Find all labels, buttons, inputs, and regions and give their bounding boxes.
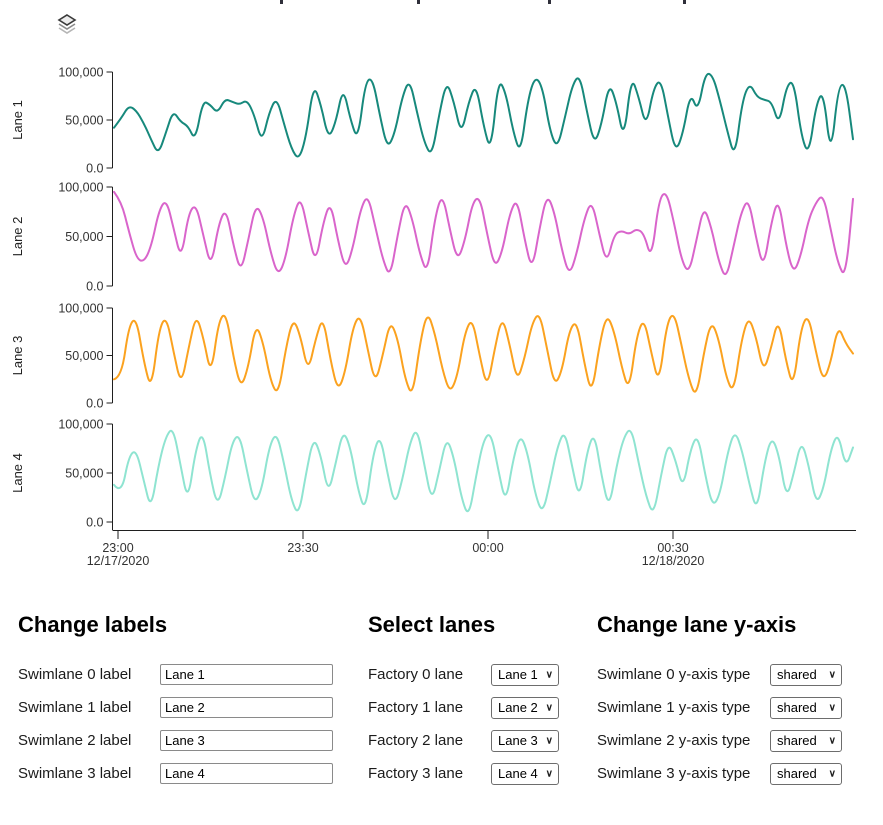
layers-icon[interactable] <box>54 11 80 38</box>
x-tick-time-label: 23:30 <box>287 541 318 555</box>
swimlane-3-label-input[interactable] <box>160 763 333 784</box>
lane-3-label: Lane 4 <box>10 453 25 493</box>
cutoff-artifact <box>548 0 551 4</box>
swimlane-1-yaxis-row: Swimlane 1 y-axis type shared ∨ <box>597 696 842 719</box>
swimlane-0-label-input[interactable] <box>160 664 333 685</box>
lane-1-series <box>113 190 854 276</box>
swimlane-chart: 100,000 50,000 0.0 Lane 1 100,000 50,000 0.0 La… <box>10 65 856 568</box>
swimlane-2-label-text: Swimlane 2 label <box>18 732 132 749</box>
swimlane-3-yaxis-select[interactable]: shared <box>770 762 842 785</box>
lane-0-series <box>113 72 854 158</box>
lane-3-y-tick-label: 100,000 <box>58 417 103 431</box>
section-heading-select-lanes: Select lanes <box>368 612 496 637</box>
swimlane-1-label-row: Swimlane 1 label <box>18 697 333 718</box>
lane-2-y-tick-label: 100,000 <box>58 301 103 315</box>
swimlane-3-yaxis-row: Swimlane 3 y-axis type shared ∨ <box>597 762 842 785</box>
change-labels-section: Change labels Swimlane 0 label Swimlane … <box>18 612 333 796</box>
swimlane-3-label-row: Swimlane 3 label <box>18 763 333 784</box>
lane-2-series <box>113 314 854 393</box>
swimlane-1-yaxis-select[interactable]: shared <box>770 696 842 719</box>
factory-2-lane-row: Factory 2 lane Lane 3 ∨ <box>368 729 559 752</box>
swimlane-2-yaxis-select[interactable]: shared <box>770 729 842 752</box>
factory-0-lane-select[interactable]: Lane 1 <box>491 663 559 686</box>
lane-0-label: Lane 1 <box>10 100 25 140</box>
factory-2-lane-text: Factory 2 lane <box>368 732 464 749</box>
swimlane-1-label-input[interactable] <box>160 697 333 718</box>
swimlane-3-label-text: Swimlane 3 label <box>18 765 132 782</box>
factory-1-lane-text: Factory 1 lane <box>368 699 464 716</box>
lane-0-y-tick-label: 100,000 <box>58 65 103 79</box>
factory-0-lane-row: Factory 0 lane Lane 1 ∨ <box>368 663 559 686</box>
swimlane-1-yaxis-text: Swimlane 1 y-axis type <box>597 699 751 716</box>
lane-2-y-tick-label: 50,000 <box>65 349 103 363</box>
x-tick-date-label: 12/18/2020 <box>642 554 705 568</box>
factory-3-lane-row: Factory 3 lane Lane 4 ∨ <box>368 762 559 785</box>
swimlane-chart-svg: 100,000 50,000 0.0 Lane 1 100,000 50,000 0.0 La… <box>10 65 856 568</box>
cutoff-artifact <box>417 0 420 4</box>
swimlane-0-yaxis-row: Swimlane 0 y-axis type shared ∨ <box>597 663 842 686</box>
section-heading-change-labels: Change labels <box>18 612 168 637</box>
cutoff-artifact <box>280 0 283 4</box>
swimlane-2-yaxis-row: Swimlane 2 y-axis type shared ∨ <box>597 729 842 752</box>
swimlane-0-yaxis-select[interactable]: shared <box>770 663 842 686</box>
factory-0-lane-text: Factory 0 lane <box>368 666 464 683</box>
lane-3-y-tick-label: 50,000 <box>65 466 103 480</box>
lane-1-label: Lane 2 <box>10 217 25 257</box>
cutoff-artifact <box>683 0 686 4</box>
factory-3-lane-text: Factory 3 lane <box>368 765 464 782</box>
lane-0-y-tick-label: 0.0 <box>86 161 103 175</box>
swimlane-0-label-text: Swimlane 0 label <box>18 666 132 683</box>
x-tick-time-label: 00:30 <box>657 541 688 555</box>
swimlane-2-label-input[interactable] <box>160 730 333 751</box>
swimlane-0-yaxis-text: Swimlane 0 y-axis type <box>597 666 751 683</box>
lane-1-y-tick-label: 50,000 <box>65 230 103 244</box>
lane-2-label: Lane 3 <box>10 336 25 376</box>
swimlane-2-yaxis-text: Swimlane 2 y-axis type <box>597 732 751 749</box>
section-heading-change-lane-yaxis: Change lane y-axis <box>597 612 797 637</box>
x-tick-time-label: 23:00 <box>102 541 133 555</box>
swimlane-3-yaxis-text: Swimlane 3 y-axis type <box>597 765 751 782</box>
swimlane-0-label-row: Swimlane 0 label <box>18 664 333 685</box>
factory-1-lane-select[interactable]: Lane 2 <box>491 696 559 719</box>
select-lanes-section: Select lanes Factory 0 lane Lane 1 ∨ Fact… <box>368 612 559 796</box>
lane-1-y-tick-label: 100,000 <box>58 180 103 194</box>
lane-1-y-tick-label: 0.0 <box>86 279 103 293</box>
lane-2-y-tick-label: 0.0 <box>86 396 103 410</box>
factory-2-lane-select[interactable]: Lane 3 <box>491 729 559 752</box>
x-tick-date-label: 12/17/2020 <box>87 554 150 568</box>
factory-3-lane-select[interactable]: Lane 4 <box>491 762 559 785</box>
x-tick-time-label: 00:00 <box>472 541 503 555</box>
lane-3-y-tick-label: 0.0 <box>86 515 103 529</box>
lane-3-series <box>113 429 854 513</box>
swimlane-2-label-row: Swimlane 2 label <box>18 730 333 751</box>
lane-0-y-tick-label: 50,000 <box>65 113 103 127</box>
factory-1-lane-row: Factory 1 lane Lane 2 ∨ <box>368 696 559 719</box>
swimlane-1-label-text: Swimlane 1 label <box>18 699 132 716</box>
change-lane-yaxis-section: Change lane y-axis Swimlane 0 y-axis typ… <box>597 612 842 796</box>
